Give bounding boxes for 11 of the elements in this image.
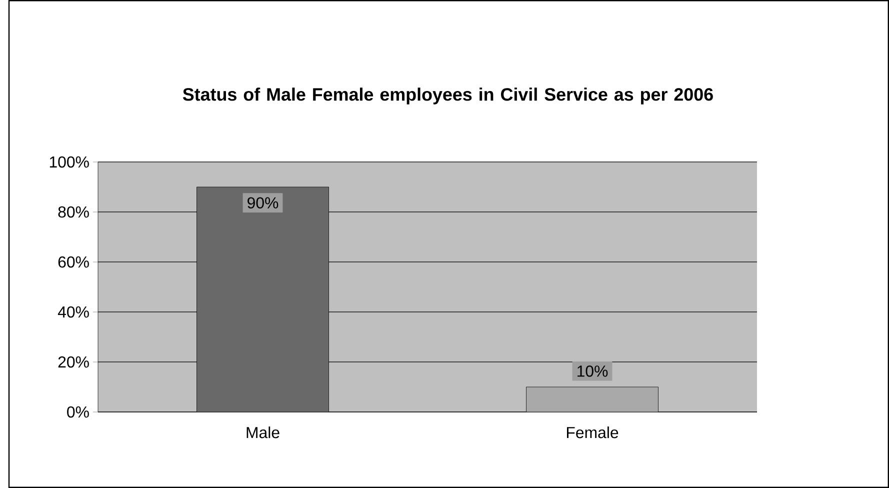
x-tick-label: Female (566, 426, 618, 438)
chart-title: Status of Male Female employees in Civil Service as per 2006 (182, 88, 713, 104)
x-tick-label: Male (246, 426, 280, 438)
data-label: 10% (578, 366, 608, 377)
y-tick-label: 100% (50, 156, 89, 168)
y-tick-label: 0% (67, 406, 89, 418)
y-tick-label: 40% (58, 306, 89, 318)
data-label: 90% (248, 197, 278, 208)
y-tick-label: 80% (58, 206, 89, 218)
y-tick-label: 20% (58, 356, 89, 368)
y-tick-label: 60% (58, 256, 89, 268)
